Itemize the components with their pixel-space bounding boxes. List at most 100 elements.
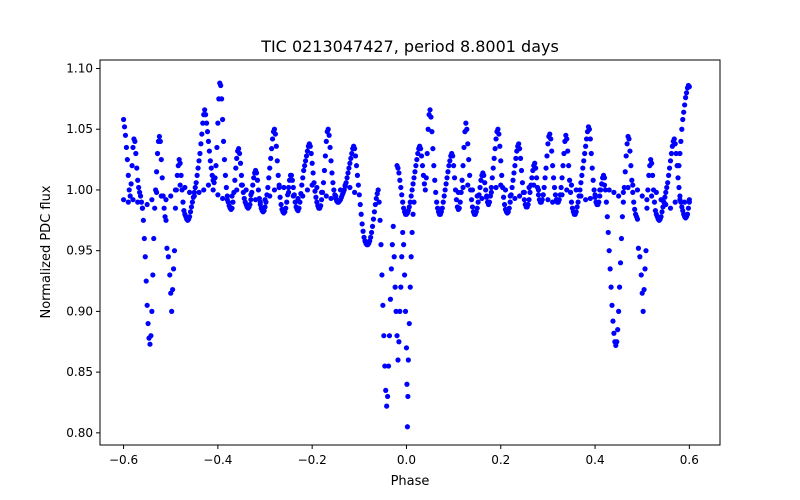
data-point <box>129 163 135 169</box>
y-tick-label: 1.05 <box>66 122 93 136</box>
data-point <box>581 158 587 164</box>
data-point <box>399 192 405 198</box>
data-point <box>685 205 692 211</box>
data-point <box>422 187 428 193</box>
data-point <box>255 187 262 193</box>
data-point <box>182 184 188 191</box>
data-point <box>543 165 549 171</box>
data-point <box>396 339 402 345</box>
data-point <box>172 205 179 211</box>
data-point <box>194 172 200 178</box>
data-point <box>408 193 414 199</box>
data-point <box>605 229 611 236</box>
data-point <box>632 206 638 212</box>
data-point <box>247 201 253 208</box>
data-point <box>224 197 230 203</box>
data-point <box>592 192 598 198</box>
data-point <box>186 189 193 195</box>
data-point <box>451 163 457 169</box>
data-point <box>281 184 287 191</box>
data-point <box>121 124 128 130</box>
data-point <box>680 116 686 123</box>
data-point <box>446 163 452 169</box>
data-point <box>243 187 249 193</box>
data-point <box>434 199 440 205</box>
data-point <box>144 201 150 208</box>
data-point <box>405 393 411 400</box>
data-point <box>337 187 344 193</box>
data-point <box>321 167 328 174</box>
data-point <box>164 245 170 251</box>
data-point <box>658 214 664 220</box>
data-point <box>498 182 504 188</box>
data-point <box>153 169 160 175</box>
data-point <box>397 177 403 183</box>
data-point <box>630 182 636 188</box>
data-point <box>149 197 155 203</box>
data-point <box>285 184 292 191</box>
data-point <box>272 131 278 137</box>
data-point <box>451 175 458 181</box>
data-point <box>532 160 538 166</box>
data-point <box>328 158 334 164</box>
data-point <box>561 150 567 157</box>
data-point <box>611 330 617 336</box>
data-point <box>355 182 361 188</box>
data-point <box>579 172 585 178</box>
data-point <box>385 393 391 400</box>
data-point <box>165 254 171 260</box>
data-point <box>269 136 276 142</box>
data-point <box>450 153 456 159</box>
data-point <box>402 308 409 314</box>
data-point <box>567 177 573 183</box>
plot-frame <box>99 59 721 446</box>
data-point <box>136 184 142 191</box>
data-point <box>475 199 481 205</box>
data-point <box>296 205 302 211</box>
data-point <box>676 184 682 191</box>
data-point <box>328 195 334 202</box>
data-point <box>408 254 414 260</box>
data-point <box>196 158 202 164</box>
data-point <box>300 193 306 199</box>
data-point <box>142 254 148 260</box>
data-point <box>682 95 689 101</box>
data-point <box>300 175 306 181</box>
data-point <box>428 114 434 120</box>
data-point <box>151 235 157 242</box>
data-point <box>196 189 202 195</box>
data-point <box>169 308 175 314</box>
data-point <box>645 187 651 193</box>
data-point <box>302 158 309 164</box>
data-point <box>373 195 379 202</box>
data-point <box>477 184 483 191</box>
data-point <box>464 126 470 132</box>
data-point <box>489 175 495 181</box>
data-point <box>578 180 584 186</box>
data-point <box>150 272 156 278</box>
data-point <box>397 308 403 314</box>
data-point <box>560 163 566 169</box>
data-point <box>388 266 394 272</box>
data-point <box>395 165 401 171</box>
data-point <box>133 150 139 157</box>
data-point <box>396 170 402 176</box>
data-point <box>455 189 461 195</box>
x-axis-ticks: −0.6 −0.4 −0.2 0.0 0.2 0.4 0.6 <box>109 445 699 467</box>
data-point <box>352 146 358 152</box>
data-point <box>533 175 540 181</box>
data-point <box>677 197 683 203</box>
x-tick-label: −0.2 <box>298 453 327 467</box>
data-point <box>619 214 626 220</box>
data-point <box>234 187 240 193</box>
data-point <box>625 184 631 191</box>
data-point <box>299 182 305 188</box>
data-point <box>484 193 490 199</box>
data-point <box>512 163 518 169</box>
data-point <box>199 131 205 137</box>
data-point <box>168 193 174 199</box>
data-point <box>124 156 130 163</box>
data-point <box>411 175 417 181</box>
data-point <box>371 209 377 215</box>
data-point <box>128 181 134 187</box>
